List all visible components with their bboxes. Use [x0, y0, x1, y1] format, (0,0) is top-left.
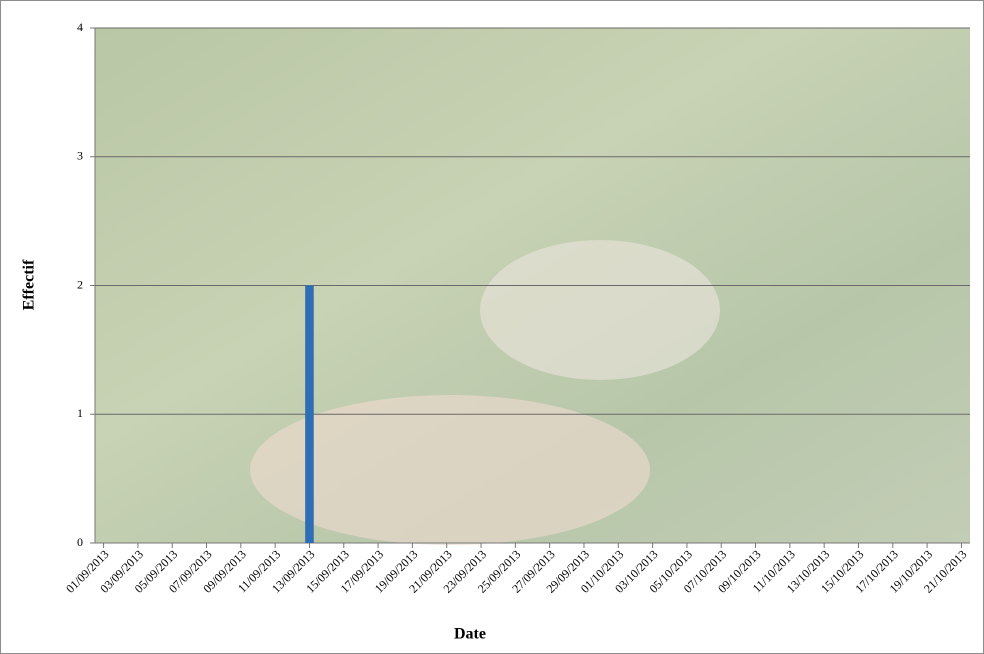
photo-hand — [250, 395, 650, 545]
y-tick-label: 2 — [77, 277, 83, 291]
y-tick-label: 1 — [77, 406, 83, 420]
bar — [305, 285, 314, 543]
photo-bird — [480, 240, 720, 380]
y-tick-label: 0 — [77, 535, 83, 549]
y-tick-label: 4 — [77, 20, 83, 34]
y-axis-title: Effectif — [21, 259, 38, 310]
y-tick-label: 3 — [77, 149, 83, 163]
x-axis-title: Date — [454, 626, 486, 643]
